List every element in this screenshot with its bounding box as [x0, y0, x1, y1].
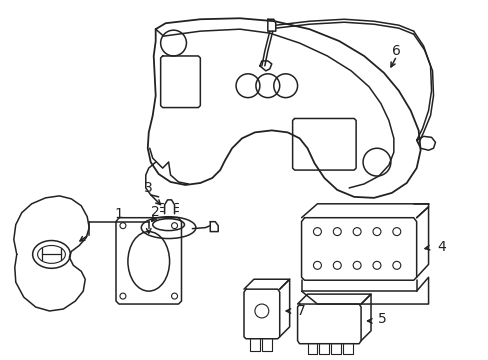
Text: 1: 1	[114, 207, 123, 221]
Text: 2: 2	[151, 205, 160, 219]
Text: 6: 6	[391, 44, 401, 58]
Text: 4: 4	[436, 240, 445, 255]
Text: 7: 7	[297, 304, 305, 318]
Text: 3: 3	[144, 181, 153, 195]
Text: 5: 5	[377, 312, 386, 326]
